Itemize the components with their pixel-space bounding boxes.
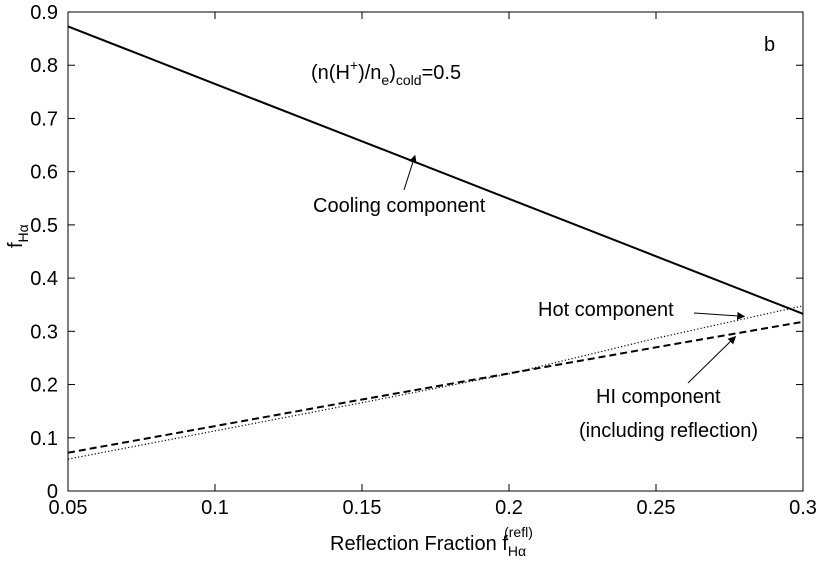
series-line-solid (67, 25, 804, 315)
condition-label-suffix: =0.5 (422, 62, 461, 84)
condition-label: (n(H+)/ne)cold=0.5 (311, 57, 461, 88)
y-tick-label: 0.8 (30, 55, 58, 77)
y-tick-label: 0.3 (30, 321, 58, 343)
condition-label-sub2: cold (396, 72, 422, 88)
panel-label: b (764, 34, 775, 56)
condition-label-mid: )/n (358, 62, 381, 84)
annotation-label: (including reflection) (579, 420, 758, 442)
x-tick-label: 0.25 (637, 497, 676, 519)
y-tick-label: 0.9 (30, 2, 58, 24)
condition-label-close: ) (389, 62, 396, 84)
y-tick-label: 0.6 (30, 162, 58, 184)
annotation-label: Cooling component (313, 195, 486, 217)
series-layer (67, 25, 804, 460)
series-line-dashed (67, 320, 804, 454)
y-tick-label: 0.1 (30, 428, 58, 450)
annotation-arrow (403, 154, 417, 191)
x-tick-label: 0.15 (343, 497, 382, 519)
annotation-arrow (693, 311, 746, 320)
x-tick-label: 0.1 (201, 497, 229, 519)
y-tick-label: 0.4 (30, 268, 58, 290)
annotations: Cooling component Hot component HI compone… (313, 154, 758, 442)
x-tick-label: 0.05 (49, 497, 88, 519)
tick-labels: 0.05 0.1 0.15 0.2 0.25 0.3 0 0.1 0.2 0.3 0.4 0.5 0.6… (30, 2, 817, 519)
y-axis-label-sub: Hα (15, 224, 31, 242)
condition-label-sub1: e (381, 72, 389, 88)
plot-frame (67, 11, 804, 492)
annotation-label: HI component (596, 386, 721, 408)
y-axis-label: fHα (5, 224, 31, 248)
annotation-arrow (687, 335, 737, 384)
series-line-dotted (67, 305, 804, 460)
plot-background (68, 12, 803, 491)
y-tick-label: 0.5 (30, 215, 58, 237)
x-tick-label: 0.3 (789, 497, 817, 519)
y-tick-label: 0 (47, 481, 58, 503)
x-axis-label-sub: Hα (508, 543, 526, 559)
y-tick-label: 0.2 (30, 375, 58, 397)
y-tick-label: 0.7 (30, 108, 58, 130)
annotation-label: Hot component (538, 299, 674, 321)
x-axis-label-sup: (refl) (504, 524, 533, 540)
x-axis-label: Reflection Fraction fHα(refl) (330, 524, 533, 559)
x-tick-label: 0.2 (495, 497, 523, 519)
condition-label-sup: + (350, 57, 358, 73)
